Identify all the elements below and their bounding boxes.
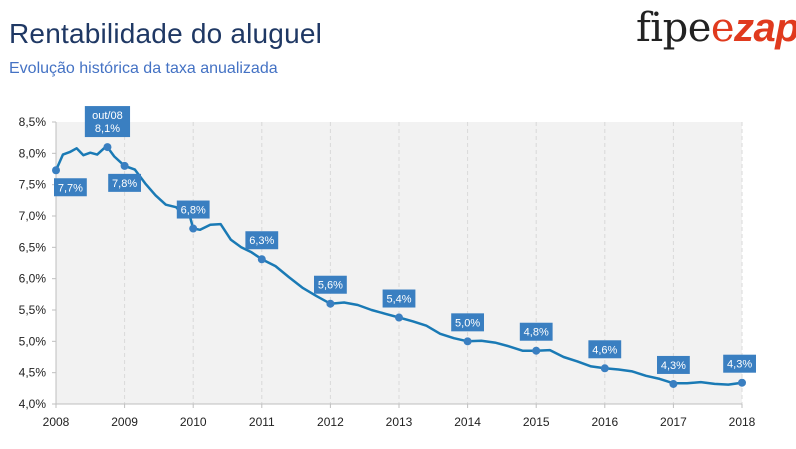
x-tick-label: 2011 xyxy=(249,415,275,429)
data-label-box xyxy=(588,340,622,359)
x-tick-label: 2014 xyxy=(454,415,481,429)
data-point xyxy=(326,299,335,308)
data-label: 7,8% xyxy=(112,178,137,190)
chart-subtitle: Evolução histórica da taxa anualizada xyxy=(9,60,278,77)
data-label: 8,1% xyxy=(95,123,120,135)
x-tick-label: 2015 xyxy=(523,415,550,429)
x-tick-label: 2010 xyxy=(180,415,207,429)
y-tick-label: 8,5% xyxy=(19,115,47,129)
data-label-box xyxy=(176,200,210,219)
y-tick-label: 4,5% xyxy=(19,366,47,380)
data-point xyxy=(52,166,60,175)
x-tick-label: 2017 xyxy=(660,415,687,429)
data-point xyxy=(189,224,198,233)
y-tick-label: 6,5% xyxy=(19,240,47,254)
data-point xyxy=(669,379,678,388)
data-point xyxy=(600,364,609,373)
data-label: 5,6% xyxy=(318,280,343,292)
logo-zap: zap xyxy=(734,6,796,50)
data-label: 4,8% xyxy=(524,327,549,339)
data-label: 6,3% xyxy=(249,235,274,247)
data-label-box xyxy=(245,231,279,250)
y-tick-label: 8,0% xyxy=(19,146,47,160)
y-tick-label: 4,0% xyxy=(19,397,47,411)
data-point xyxy=(103,143,112,152)
data-label: 7,7% xyxy=(58,182,83,194)
fipezap-logo: fipeezap xyxy=(636,8,796,48)
data-label: out/08 xyxy=(92,110,123,122)
data-label: 4,3% xyxy=(727,359,752,371)
x-tick-label: 2008 xyxy=(43,415,70,429)
x-tick-label: 2016 xyxy=(591,415,618,429)
data-label-box xyxy=(108,173,141,192)
data-label-box xyxy=(382,289,416,308)
data-label-box xyxy=(314,275,347,294)
data-point xyxy=(532,346,541,355)
y-tick-label: 5,5% xyxy=(19,303,47,317)
data-point xyxy=(120,161,129,170)
logo-fipe: fipe xyxy=(636,5,711,51)
data-point xyxy=(463,337,472,346)
x-tick-label: 2018 xyxy=(729,415,756,429)
data-label-box xyxy=(451,313,484,332)
y-tick-label: 7,0% xyxy=(19,209,47,223)
data-label: 5,4% xyxy=(386,294,411,306)
data-label-box xyxy=(519,322,553,341)
y-tick-label: 6,0% xyxy=(19,272,47,286)
data-label: 4,6% xyxy=(592,344,617,356)
data-point xyxy=(395,313,403,322)
data-label-box xyxy=(84,106,131,138)
x-tick-label: 2009 xyxy=(111,415,138,429)
x-tick-label: 2012 xyxy=(317,415,344,429)
data-label: 4,3% xyxy=(661,360,686,372)
y-tick-label: 5,0% xyxy=(19,334,47,348)
data-label: 5,0% xyxy=(455,317,480,329)
data-label-box xyxy=(54,178,87,197)
chart-title: Rentabilidade do aluguel xyxy=(9,18,323,49)
x-tick-label: 2013 xyxy=(386,415,413,429)
data-label-box xyxy=(657,355,690,374)
data-label: 6,8% xyxy=(181,205,206,217)
data-point xyxy=(738,378,746,387)
y-tick-label: 7,5% xyxy=(19,178,47,192)
logo-e: e xyxy=(710,5,735,51)
data-point xyxy=(257,255,266,264)
data-label-box xyxy=(723,354,756,373)
